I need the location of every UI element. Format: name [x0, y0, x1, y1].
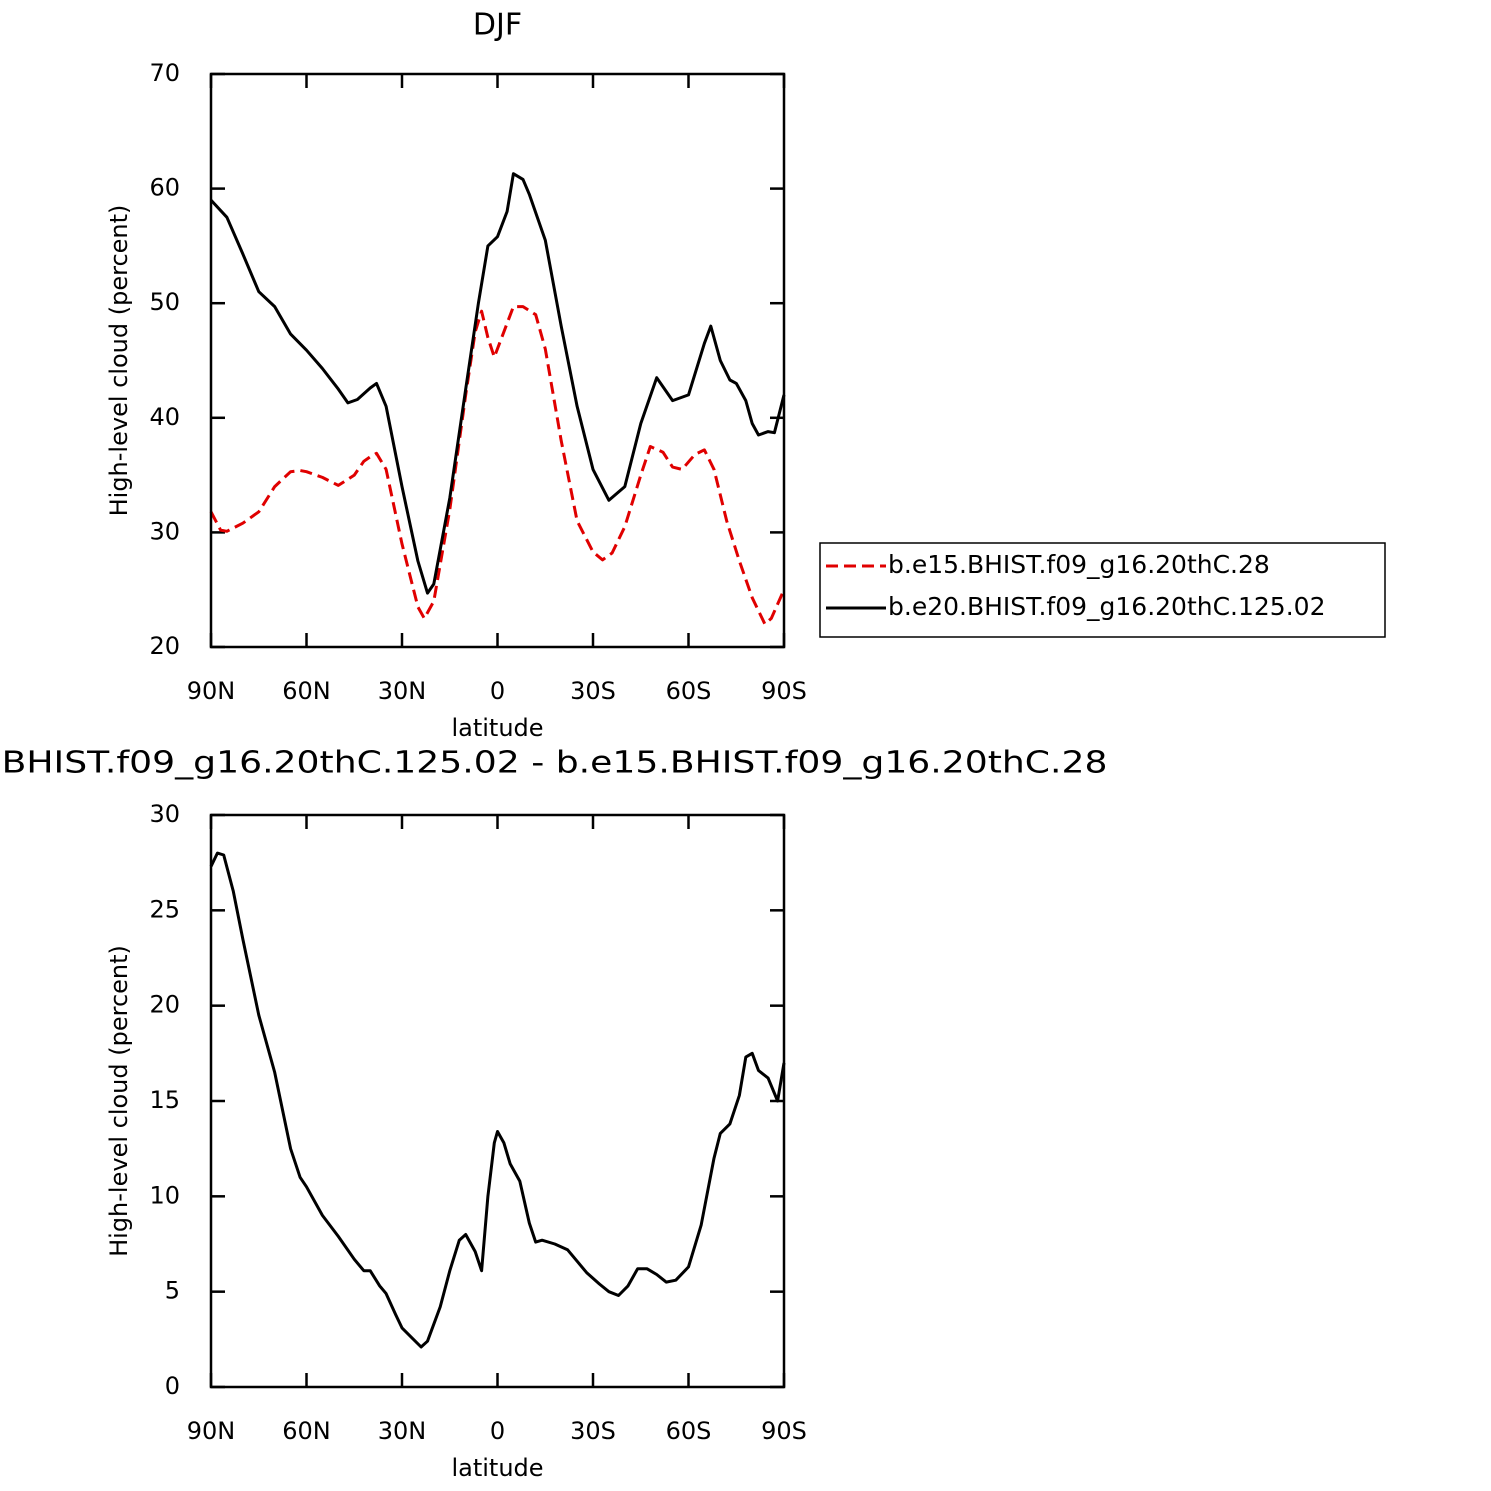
x-tick-label: 0 [490, 677, 505, 705]
chart-title: b.e20.BHIST.f09_g16.20thC.125.02 - b.e15… [0, 746, 1108, 781]
x-tick-label: 60N [282, 677, 331, 705]
y-tick-label: 20 [149, 991, 180, 1019]
x-tick-label: 30N [378, 1417, 427, 1445]
legend-box [819, 542, 1386, 638]
x-tick-label: 0 [490, 1417, 505, 1445]
chart-title: DJF [473, 8, 522, 43]
y-tick-label: 70 [149, 59, 180, 87]
x-tick-label: 60N [282, 1417, 331, 1445]
legend-label: b.e15.BHIST.f09_g16.20thC.28 [888, 550, 1270, 579]
y-tick-label: 30 [149, 800, 180, 828]
y-tick-label: 10 [149, 1181, 180, 1209]
y-tick-label: 20 [149, 632, 180, 660]
x-tick-label: 60S [666, 1417, 712, 1445]
x-tick-label: 30S [570, 677, 616, 705]
y-tick-label: 15 [149, 1086, 180, 1114]
x-tick-label: 90N [187, 1417, 236, 1445]
y-tick-label: 25 [149, 895, 180, 923]
x-tick-label: 90S [761, 677, 807, 705]
x-tick-label: 30N [378, 677, 427, 705]
y-tick-label: 5 [165, 1277, 180, 1305]
data-line [209, 305, 786, 626]
data-line [209, 851, 786, 1349]
y-axis-label: High-level cloud (percent) [105, 945, 133, 1257]
x-tick-label: 90S [761, 1417, 807, 1445]
x-tick-label: 90N [187, 677, 236, 705]
y-tick-label: 40 [149, 403, 180, 431]
data-line [209, 172, 786, 595]
x-tick-label: 30S [570, 1417, 616, 1445]
plot-frame [209, 72, 786, 649]
legend-label: b.e20.BHIST.f09_g16.20thC.125.02 [888, 592, 1325, 621]
x-tick-label: 60S [666, 677, 712, 705]
y-tick-label: 50 [149, 288, 180, 316]
y-tick-label: 0 [165, 1372, 180, 1400]
x-axis-label: latitude [451, 1454, 543, 1482]
plot-frame [209, 813, 786, 1389]
y-tick-label: 30 [149, 517, 180, 545]
y-tick-label: 60 [149, 174, 180, 202]
y-axis-label: High-level cloud (percent) [105, 205, 133, 517]
x-axis-label: latitude [451, 714, 543, 742]
